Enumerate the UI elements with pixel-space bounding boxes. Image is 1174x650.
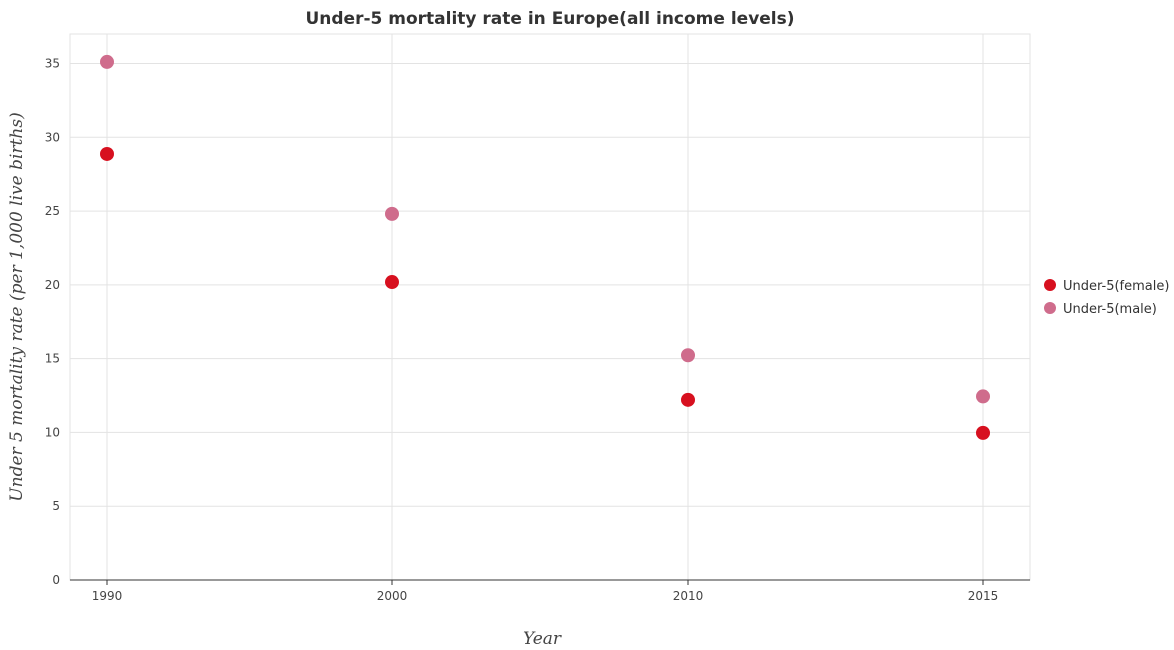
legend-marker <box>1044 302 1056 314</box>
y-tick-label: 30 <box>45 130 60 144</box>
y-tick-label: 5 <box>52 499 60 513</box>
grid <box>69 33 1031 581</box>
y-tick-label: 15 <box>45 352 60 366</box>
data-point-female <box>100 146 114 161</box>
data-point-female <box>976 425 990 440</box>
y-tick-label: 0 <box>52 573 60 587</box>
y-tick-label: 20 <box>45 278 60 292</box>
data-point-female <box>681 392 695 407</box>
x-tick-label: 2000 <box>377 589 408 603</box>
legend: Under-5(female) Under-5(male) <box>1044 279 1169 317</box>
data-point-male <box>976 389 990 404</box>
chart-title: Under-5 mortality rate in Europe(all inc… <box>305 9 794 29</box>
x-axis-label: Year <box>523 629 562 649</box>
tick-labels: 0 5 10 15 20 25 30 35 1990 2000 2010 2015 <box>45 57 999 603</box>
data-point-male <box>385 206 399 221</box>
plot-area <box>69 33 1031 581</box>
axes <box>70 579 1030 585</box>
x-tick-label: 1990 <box>92 589 123 603</box>
legend-label: Under-5(female) <box>1063 279 1169 294</box>
data-point-male <box>681 348 695 363</box>
legend-label: Under-5(male) <box>1063 302 1157 317</box>
y-tick-label: 25 <box>45 204 60 218</box>
y-axis-label: Under 5 mortality rate (per 1,000 live b… <box>7 112 27 501</box>
x-tick-label: 2015 <box>968 589 999 603</box>
y-tick-label: 35 <box>45 57 60 71</box>
x-tick-label: 2010 <box>673 589 704 603</box>
y-tick-label: 10 <box>45 425 60 439</box>
legend-marker <box>1044 279 1056 291</box>
data-points <box>100 54 990 440</box>
data-point-female <box>385 275 399 290</box>
data-point-male <box>100 54 114 69</box>
